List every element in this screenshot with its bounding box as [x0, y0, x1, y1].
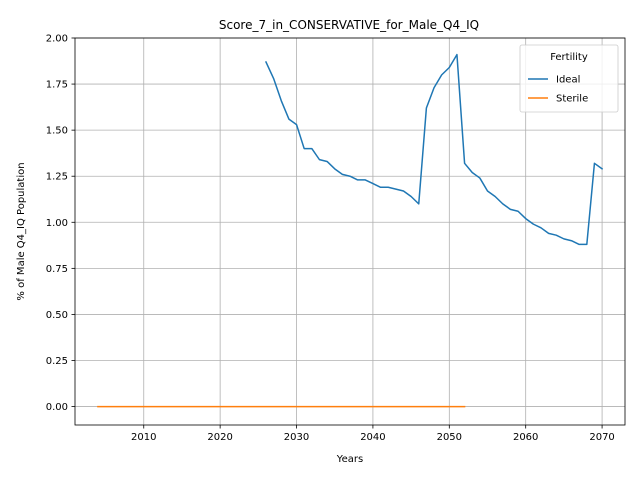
x-tick-label: 2040 — [360, 432, 385, 443]
x-tick-label: 2050 — [437, 432, 462, 443]
legend: Fertility Ideal Sterile — [519, 44, 619, 113]
chart-title: Score_7_in_CONSERVATIVE_for_Male_Q4_IQ — [219, 18, 479, 32]
y-tick-label: 0.50 — [46, 310, 68, 321]
y-tick-label: 0.25 — [46, 356, 68, 367]
x-tick-label: 2010 — [131, 432, 156, 443]
y-tick-label: 2.00 — [46, 34, 68, 45]
y-tick-label: 1.50 — [46, 126, 68, 137]
y-tick-label: 1.00 — [46, 218, 68, 229]
series-layer — [97, 53, 604, 408]
legend-label-ideal: Ideal — [556, 75, 580, 86]
legend-title: Fertility — [550, 52, 588, 63]
y-tick-label: 0.00 — [46, 402, 68, 413]
y-axis-label: % of Male Q4_IQ Population — [16, 162, 27, 300]
x-tick-label: 2020 — [207, 432, 232, 443]
x-tick-label: 2060 — [513, 432, 538, 443]
x-axis: 2010 2020 2030 2040 2050 2060 2070 — [131, 425, 615, 443]
legend-box — [519, 44, 619, 113]
x-axis-label: Years — [336, 454, 363, 465]
y-tick-label: 1.75 — [46, 80, 68, 91]
series-line-ideal — [264, 53, 604, 246]
y-tick-label: 1.25 — [46, 172, 68, 183]
x-tick-label: 2030 — [284, 432, 309, 443]
y-axis: 0.00 0.25 0.50 0.75 1.00 1.25 1.50 1.75 2.00 — [46, 34, 75, 413]
plot-frame — [74, 37, 626, 426]
x-tick-label: 2070 — [589, 432, 614, 443]
legend-label-sterile: Sterile — [556, 94, 588, 105]
y-tick-label: 0.75 — [46, 264, 68, 275]
